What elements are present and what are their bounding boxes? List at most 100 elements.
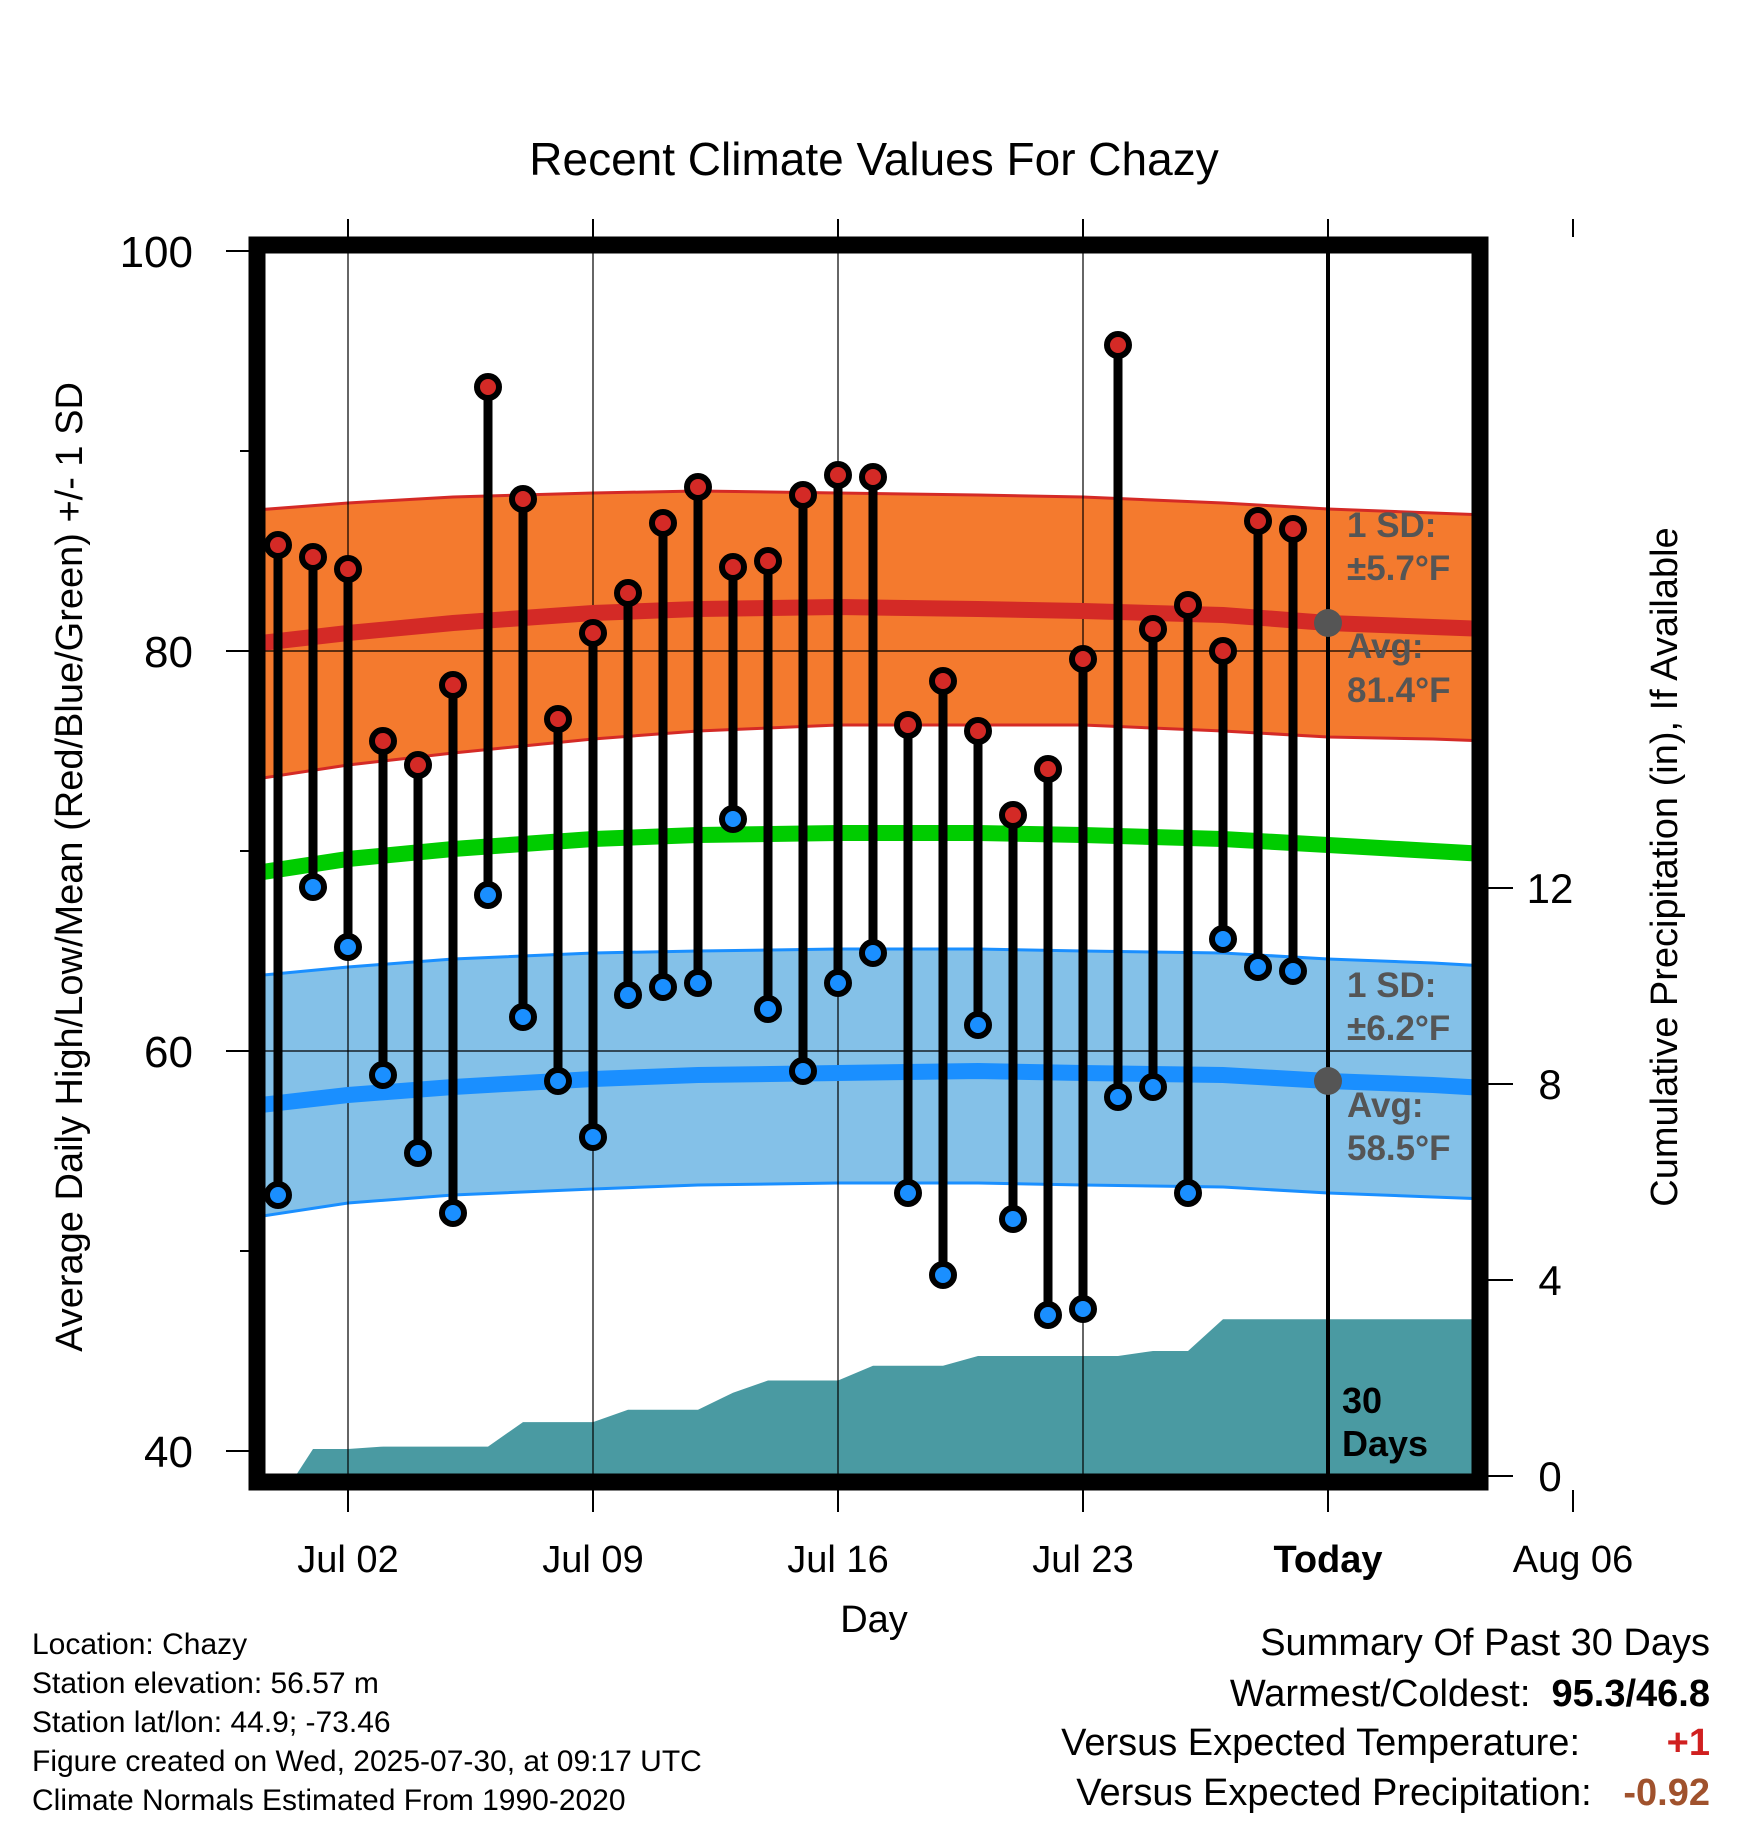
created-text: Figure created on Wed, 2025-07-30, at 09… [32, 1745, 702, 1778]
summary-temp: Versus Expected Temperature: +1 [1061, 1722, 1710, 1765]
low-point [614, 981, 642, 1009]
high-point [369, 727, 397, 755]
low-point [859, 939, 887, 967]
x-tick-label: Jul 23 [1032, 1539, 1133, 1581]
elevation-text: Station elevation: 56.57 m [32, 1667, 379, 1700]
low-point [299, 873, 327, 901]
low-point [929, 1261, 957, 1289]
today-low-avg-marker [1314, 1067, 1342, 1095]
high-point [1139, 615, 1167, 643]
high-sd-value-annotation: ±5.7°F [1347, 549, 1450, 588]
x-tick-label: Jul 09 [542, 1539, 643, 1581]
high-point [474, 373, 502, 401]
low-point [264, 1181, 292, 1209]
low-avg-value-annotation: 58.5°F [1347, 1129, 1451, 1168]
axes: 40 60 80 100 0 4 8 12 Jul 02 Jul 09 Jul 16 Jul 23 To… [120, 219, 1633, 1581]
mean-avg-line [257, 825, 1480, 881]
high-point [334, 555, 362, 583]
low-point [439, 1199, 467, 1227]
low-point [544, 1067, 572, 1095]
low-point [369, 1061, 397, 1089]
low-point [824, 969, 852, 997]
low-point [999, 1205, 1027, 1233]
y-tick-label: 80 [144, 628, 193, 677]
x-tick-label: Aug 06 [1513, 1539, 1633, 1581]
low-point [1104, 1083, 1132, 1111]
low-point [894, 1179, 922, 1207]
summary-precip: Versus Expected Precipitation: -0.92 [1076, 1772, 1710, 1815]
high-point [614, 579, 642, 607]
high-point [544, 705, 572, 733]
today-high-avg-marker [1314, 609, 1342, 637]
x-axis-label: Day [840, 1599, 908, 1641]
station-info: Location: Chazy Station elevation: 56.57… [32, 1625, 702, 1820]
low-point [964, 1011, 992, 1039]
plot-content [257, 245, 1480, 1482]
low-point [1069, 1295, 1097, 1323]
low-point [789, 1057, 817, 1085]
low-sd-annotation: 1 SD: [1347, 966, 1436, 1005]
plot-frame [248, 236, 1489, 1491]
high-point [999, 801, 1027, 829]
low-point [649, 973, 677, 1001]
low-point [1139, 1073, 1167, 1101]
high-point [1279, 515, 1307, 543]
y-axis-label: Average Daily High/Low/Mean (Red/Blue/Gr… [49, 382, 91, 1352]
x-tick-label: Jul 16 [787, 1539, 888, 1581]
high-point [1069, 645, 1097, 673]
high-point [404, 751, 432, 779]
low-point [754, 995, 782, 1023]
high-point [964, 717, 992, 745]
high-point [264, 531, 292, 559]
high-point [789, 481, 817, 509]
low-sd-value-annotation: ±6.2°F [1347, 1009, 1450, 1048]
precip-value: -0.92 [1623, 1772, 1710, 1814]
low-point [509, 1003, 537, 1031]
high-point [894, 711, 922, 739]
warmest-value: 95.3/46.8 [1551, 1673, 1710, 1715]
low-sd-band [257, 949, 1480, 1217]
y2-axis-label: Cumulative Precipitation (in), If Availa… [1644, 527, 1686, 1206]
summary-title: Summary Of Past 30 Days [1260, 1622, 1710, 1664]
high-avg-line [257, 598, 1480, 652]
precipitation-area [295, 1319, 1480, 1476]
y-tick-label: 100 [120, 228, 193, 277]
y2-tick-label: 12 [1527, 865, 1574, 912]
latlon-text: Station lat/lon: 44.9; -73.46 [32, 1706, 391, 1739]
y2-tick-label: 8 [1538, 1061, 1561, 1108]
high-point [1034, 755, 1062, 783]
y2-tick-label: 0 [1538, 1453, 1561, 1500]
high-point [1174, 591, 1202, 619]
low-point [1279, 957, 1307, 985]
days-label-annotation: Days [1342, 1423, 1428, 1464]
low-point [719, 805, 747, 833]
high-point [509, 485, 537, 513]
low-point [579, 1123, 607, 1151]
high-point [1244, 507, 1272, 535]
high-point [859, 463, 887, 491]
plot-area: 1 SD: ±5.7°F Avg: 81.4°F 1 SD: ±6.2°F Avg: 58.5… [257, 245, 1480, 1482]
high-point [719, 553, 747, 581]
days-count-annotation: 30 [1342, 1380, 1382, 1421]
precip-label: Versus Expected Precipitation: [1076, 1772, 1592, 1814]
high-point [649, 509, 677, 537]
low-point [1174, 1179, 1202, 1207]
low-point [334, 933, 362, 961]
temp-label: Versus Expected Temperature: [1061, 1722, 1580, 1764]
chart-title: Recent Climate Values For Chazy [529, 133, 1218, 185]
low-point [474, 881, 502, 909]
temp-value: +1 [1666, 1722, 1710, 1764]
high-point [1209, 637, 1237, 665]
high-point [824, 461, 852, 489]
y2-tick-label: 4 [1538, 1257, 1561, 1304]
low-point [1244, 953, 1272, 981]
y-tick-label: 40 [144, 1428, 193, 1477]
high-point [1104, 331, 1132, 359]
y-tick-label: 60 [144, 1028, 193, 1077]
normals-text: Climate Normals Estimated From 1990-2020 [32, 1784, 626, 1817]
x-tick-label: Jul 02 [297, 1539, 398, 1581]
high-point [754, 547, 782, 575]
location-text: Location: Chazy [32, 1628, 248, 1661]
high-point [929, 667, 957, 695]
summary-warmest: Warmest/Coldest: 95.3/46.8 [1230, 1673, 1710, 1716]
